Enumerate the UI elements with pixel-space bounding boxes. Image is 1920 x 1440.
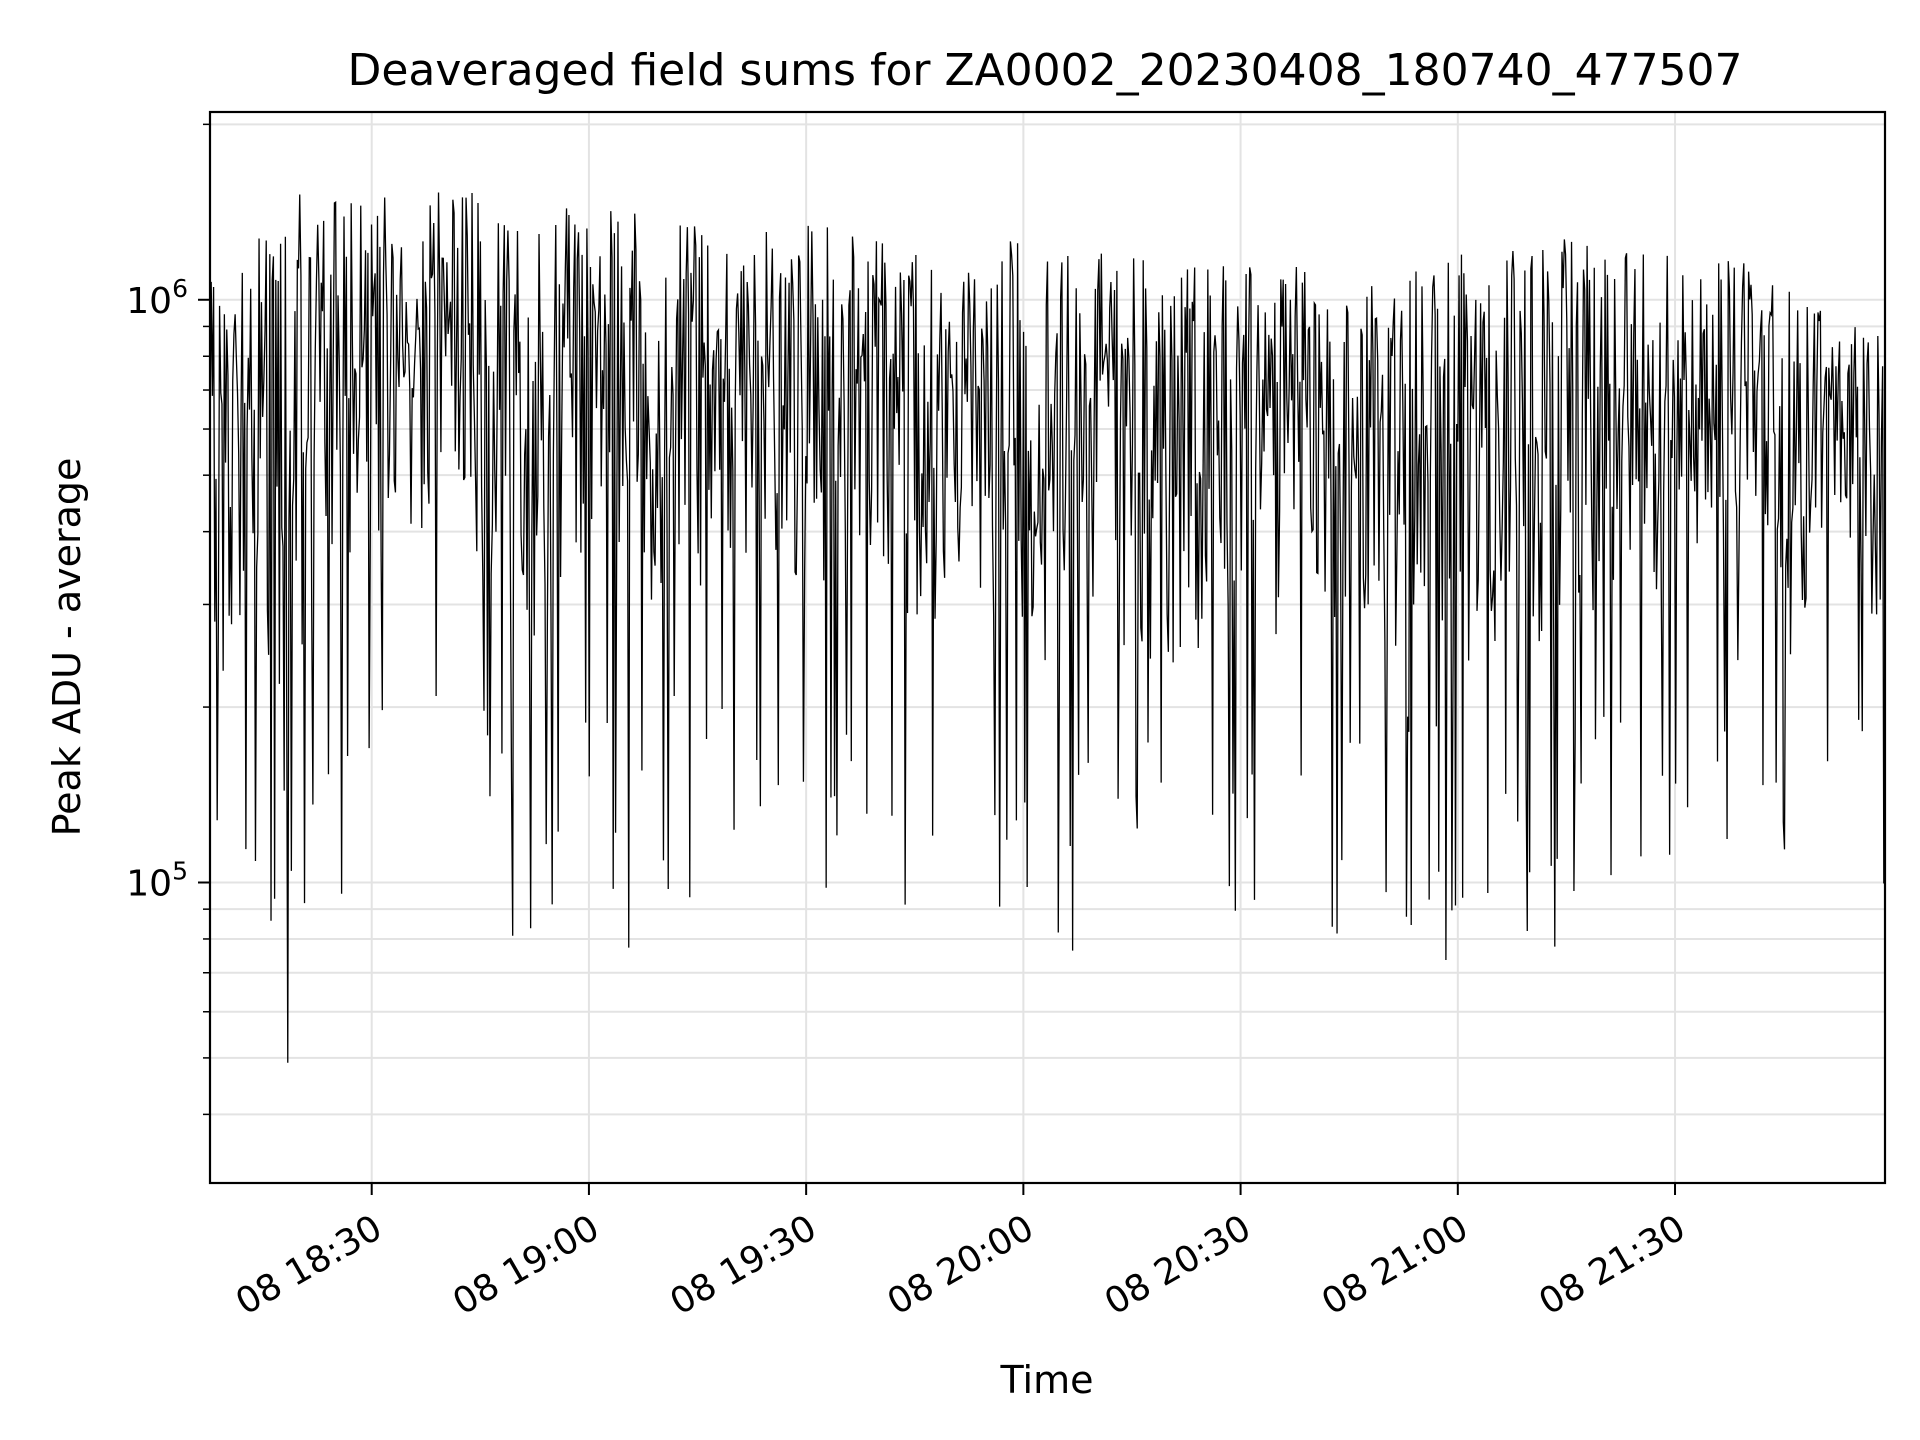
x-tick-label: 08 20:30: [1098, 1207, 1258, 1323]
y-tick-label: 105: [126, 856, 188, 904]
x-axis-ticks: 08 18:30 08 19:00 08 19:30 08 20:00 08 20:30…: [229, 1183, 1692, 1323]
y-tick-label-base: 10: [126, 863, 172, 904]
x-tick-label: 08 21:30: [1532, 1207, 1692, 1323]
series-line: [209, 192, 1886, 1063]
chart-title: Deaveraged field sums for ZA0002_2023040…: [347, 45, 1742, 96]
y-tick-label-base: 10: [126, 281, 172, 322]
x-tick-label: 08 21:00: [1315, 1207, 1475, 1323]
y-tick-label-exponent: 6: [172, 274, 188, 303]
plot-frame: [208, 110, 1887, 1185]
series-layer: [209, 192, 1886, 1063]
x-tick-label: 08 20:00: [881, 1207, 1041, 1323]
x-tick-label: 08 18:30: [229, 1207, 389, 1323]
y-tick-label: 106: [126, 274, 188, 322]
x-axis-label: Time: [1000, 1358, 1094, 1402]
x-tick-label: 08 19:00: [446, 1207, 606, 1323]
y-axis-label: Peak ADU - average: [45, 458, 89, 837]
x-tick-label: 08 19:30: [664, 1207, 824, 1323]
y-tick-label-exponent: 5: [172, 856, 188, 885]
